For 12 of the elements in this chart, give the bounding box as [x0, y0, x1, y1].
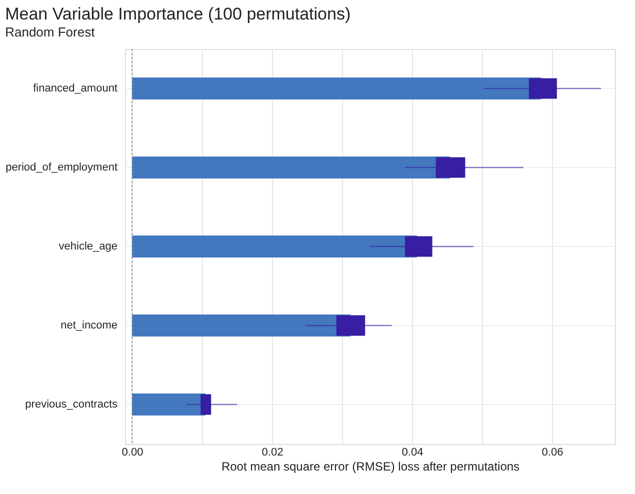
x-axis-title: Root mean square error (RMSE) loss after permutations: [221, 460, 520, 474]
x-tick-label: 0.06: [542, 446, 564, 458]
y-tick-label: net_income: [60, 320, 118, 332]
y-tick-label: vehicle_age: [58, 240, 118, 252]
chart-title: Mean Variable Importance (100 permutations): [5, 4, 351, 24]
y-tick-label: financed_amount: [33, 82, 118, 94]
y-tick-label: period_of_employment: [6, 162, 118, 174]
x-tick-label: 0.02: [262, 446, 284, 458]
chart-subtitle: Random Forest: [5, 24, 96, 40]
y-tick-label: previous_contracts: [25, 398, 118, 410]
x-tick-label: 0.04: [402, 446, 424, 458]
text: 0.00: [122, 446, 144, 458]
